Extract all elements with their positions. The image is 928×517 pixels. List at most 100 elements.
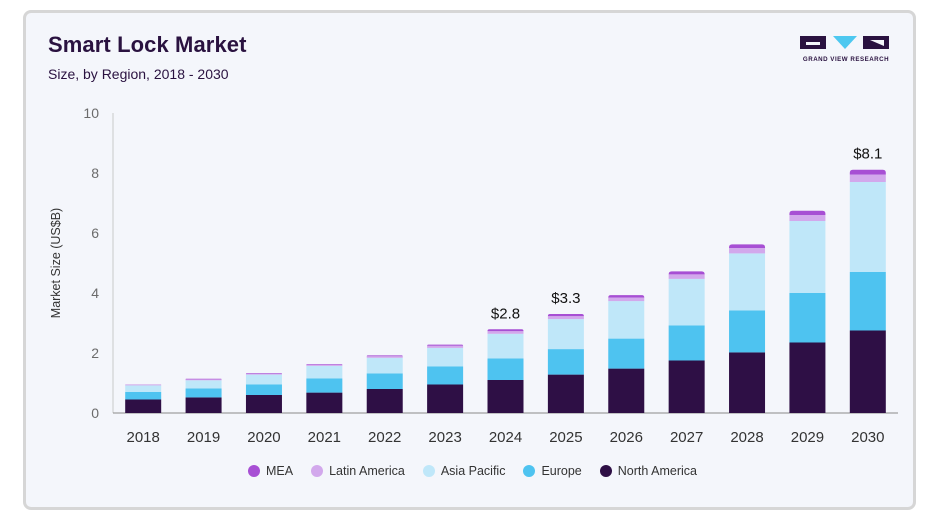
bar-segment [849,169,886,175]
bar-segment [366,373,403,389]
legend-label: Europe [541,464,582,478]
bar-segment [185,380,222,389]
x-tick-label: 2023 [428,429,461,446]
bar-chart: 0 2 4 6 8 10 Market Size (US$B) 2018 2019 2020 202… [49,105,898,446]
bar-segment [245,384,282,395]
y-axis-label: Market Size (US$B) [49,208,63,318]
logo-text: GRAND VIEW RESEARCH [802,56,890,63]
bar-segment [366,357,403,374]
bar-segment [487,333,524,359]
bar-segment [849,174,886,182]
bar-segment [668,274,705,279]
legend-item: Asia Pacific [422,464,506,478]
bar-segment [668,360,705,413]
bar-segment [729,253,766,311]
x-tick-label: 2029 [791,429,824,446]
bar-segment [245,373,282,374]
bar-segment [306,364,343,366]
bar-segment [729,244,766,248]
bar-segment [185,397,222,413]
bar-segment [547,316,584,320]
x-tick-label: 2018 [127,429,160,446]
bar-segment [245,373,282,375]
bar-segment [185,379,222,381]
bar-segment [608,301,645,339]
bar-segment [547,374,584,413]
y-tick-label: 2 [91,345,99,361]
bar-segment [729,310,766,353]
x-tick-label: 2019 [187,429,220,446]
x-tick-label: 2026 [610,429,643,446]
legend-item: Europe [523,464,582,478]
bar-segment [125,399,162,413]
data-label: $3.3 [551,290,580,307]
bar-segment [306,392,343,413]
bar-segment [306,378,343,393]
bar-segment [125,392,162,400]
bar-segment [366,355,403,357]
bar-segment [729,248,766,254]
legend-swatch [248,465,261,477]
bar-segment [608,368,645,413]
bar-segment [608,295,645,298]
legend-swatch [422,465,435,477]
legend-swatch [599,465,612,477]
bar-segment [668,278,705,326]
x-tick-label: 2022 [368,429,401,446]
grand-view-research-logo: GRAND VIEW RESEARCH [800,34,892,74]
bar-segment [245,374,282,385]
legend-item: North America [599,464,697,478]
bar-segment [547,314,584,317]
bar-segment [789,215,826,221]
chart-title: Smart Lock Market [48,32,247,57]
chart-legend: MEA Latin America Asia Pacific Europe North … [26,464,919,478]
bar-segment [487,358,524,380]
bar-segment [427,366,464,385]
chart-card: Smart Lock Market Size, by Region, 2018 … [23,10,916,510]
bar-segment [849,330,886,413]
bar-segment [366,356,403,358]
bar-segment [185,388,222,398]
bar-segment [547,349,584,375]
bar-segment [427,345,464,348]
y-tick-label: 6 [91,225,99,241]
bar-segment [427,347,464,367]
bar-segment [668,271,705,275]
legend-label: North America [617,464,697,478]
bar-segment [306,365,343,379]
x-tick-label: 2024 [489,429,522,446]
bar-segment [729,352,766,413]
y-tick-label: 8 [91,165,99,181]
bar-segment [789,342,826,413]
x-tick-label: 2030 [851,429,884,446]
legend-label: Latin America [329,464,405,478]
bar-segment [487,380,524,413]
x-tick-label: 2020 [247,429,280,446]
bar-segment [125,385,162,392]
legend-swatch [311,465,324,477]
x-tick-label: 2028 [730,429,763,446]
bar-segment [849,272,886,331]
y-tick-label: 10 [83,105,99,121]
data-label: $2.8 [491,305,520,322]
x-tick-label: 2027 [670,429,703,446]
bar-segment [668,325,705,361]
legend-label: Asia Pacific [440,464,506,478]
bar-segment [125,384,162,386]
y-tick-label: 0 [91,405,99,421]
bar-segment [608,297,645,302]
data-label: $8.1 [853,146,882,163]
bar-segment [487,329,524,332]
logo-mark-icon [800,36,889,49]
bar-segment [789,221,826,293]
bar-segment [366,389,403,413]
bar-segment [427,344,464,346]
bar-segment [547,319,584,350]
legend-item: Latin America [311,464,405,478]
bar-segment [245,395,282,413]
x-tick-label: 2021 [308,429,341,446]
legend-swatch [523,465,536,477]
bar-segment [487,331,524,334]
x-tick-label: 2025 [549,429,582,446]
legend-label: MEA [266,464,294,478]
